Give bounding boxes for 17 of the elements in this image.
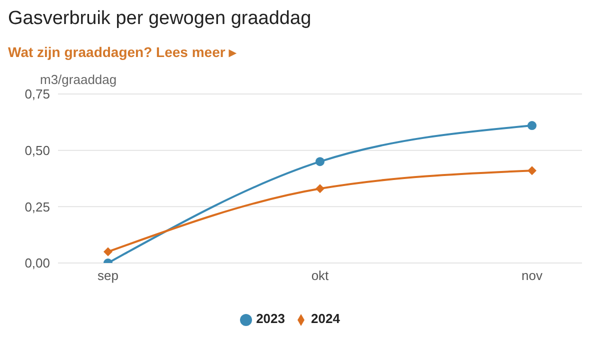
y-tick-label: 0,00 [24, 256, 50, 271]
point [528, 121, 536, 130]
x-tick-label: nov [522, 268, 543, 284]
chart-title: Gasverbruik per gewogen graaddag [8, 8, 312, 30]
legend-label: 2023 [256, 311, 285, 326]
point [316, 157, 324, 166]
y-tick-label: 0,50 [24, 142, 50, 158]
point [104, 247, 112, 256]
x-tick-label: okt [311, 268, 330, 284]
point [528, 166, 536, 176]
chart-subtitle: Wat zijn graaddagen? Lees meer ▸ [8, 44, 238, 60]
y-tick-label: 0,25 [24, 199, 50, 214]
point [316, 184, 324, 194]
legend-label: 2024 [311, 311, 340, 326]
x-tick-label: sep [98, 268, 118, 284]
y-axis-title: m3/graaddag [40, 72, 118, 87]
y-tick-label: 0,75 [24, 86, 50, 102]
